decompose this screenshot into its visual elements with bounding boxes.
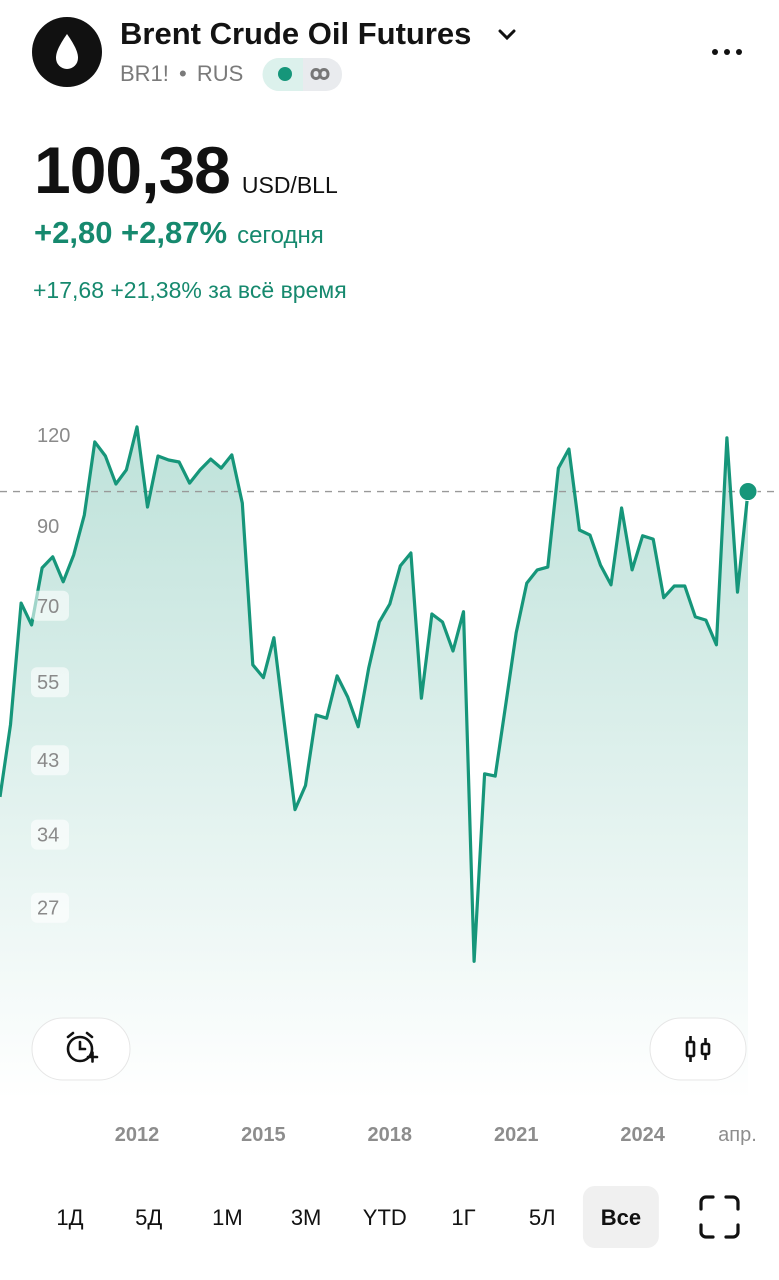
y-tick-label: 34 xyxy=(37,825,59,847)
y-tick-label: 43 xyxy=(37,750,59,772)
y-tick-label: 55 xyxy=(37,672,59,694)
range-option[interactable]: 3М xyxy=(291,1205,322,1230)
ticker: BR1! xyxy=(120,61,169,86)
instrument-title[interactable]: Brent Crude Oil Futures xyxy=(120,16,472,51)
y-tick-bg xyxy=(31,419,69,450)
x-tick-label: 2024 xyxy=(620,1124,665,1146)
infinity-icon xyxy=(310,68,330,80)
y-tick-label: 27 xyxy=(37,898,59,920)
y-tick-label: 120 xyxy=(37,425,70,447)
range-option[interactable]: 5Л xyxy=(529,1205,556,1230)
range-option[interactable]: 1Г xyxy=(451,1205,475,1230)
live-dot xyxy=(278,67,292,81)
x-tick-label: 2015 xyxy=(241,1124,286,1146)
price-line xyxy=(0,425,750,963)
alert-icon xyxy=(66,1031,99,1063)
change-today: +2,80 +2,87% xyxy=(34,215,228,250)
x-tick-label: апр. xyxy=(718,1124,757,1146)
y-tick-bg xyxy=(31,819,69,850)
range-option[interactable]: Все xyxy=(601,1205,641,1230)
area xyxy=(0,426,748,1100)
last-point xyxy=(738,482,758,502)
x-tick-label: 2021 xyxy=(494,1124,539,1146)
y-tick-bg xyxy=(31,590,69,621)
exchange: RUS xyxy=(196,61,244,86)
fullscreen-button[interactable] xyxy=(699,1195,740,1239)
price-line: 100,38 USD/BLL xyxy=(34,132,338,208)
y-tick-bg xyxy=(31,511,69,542)
logo-drop xyxy=(56,34,78,69)
range-option[interactable]: 1Д xyxy=(56,1205,83,1230)
chart-type-button[interactable] xyxy=(649,1017,747,1081)
y-tick-bg xyxy=(31,667,69,698)
candle-icon xyxy=(685,1036,711,1062)
more-menu[interactable] xyxy=(712,49,742,55)
y-tick-bg xyxy=(31,745,69,776)
price: 100,38 xyxy=(34,133,231,207)
ticker-line: BR1! • RUS xyxy=(120,61,243,87)
today-change: +2,80 +2,87% сегодня xyxy=(34,215,324,251)
separator: • xyxy=(179,61,187,86)
y-tick-label: 90 xyxy=(37,516,59,538)
change-all: +17,68 +21,38% за всё время xyxy=(33,277,347,303)
selected-range-bg xyxy=(582,1186,659,1248)
chart: 27 34 43 55 70 90 120 2012 2015 2018 2021 2024 апр. xyxy=(0,419,779,1146)
range-option[interactable]: 5Д xyxy=(135,1205,162,1230)
title-chevron[interactable] xyxy=(498,29,516,41)
range-option[interactable]: YTD xyxy=(363,1205,407,1230)
y-tick-bg xyxy=(31,892,69,923)
y-tick-label: 70 xyxy=(37,596,59,618)
price-unit: USD/BLL xyxy=(241,172,338,198)
today-label: сегодня xyxy=(237,222,324,249)
range-selector: 1Д 5Д 1М 3М YTD 1Г 5Л Все xyxy=(56,1205,641,1230)
x-tick-label: 2012 xyxy=(115,1124,160,1146)
range-option[interactable]: 1М xyxy=(212,1205,243,1230)
x-tick-label: 2018 xyxy=(368,1124,413,1146)
